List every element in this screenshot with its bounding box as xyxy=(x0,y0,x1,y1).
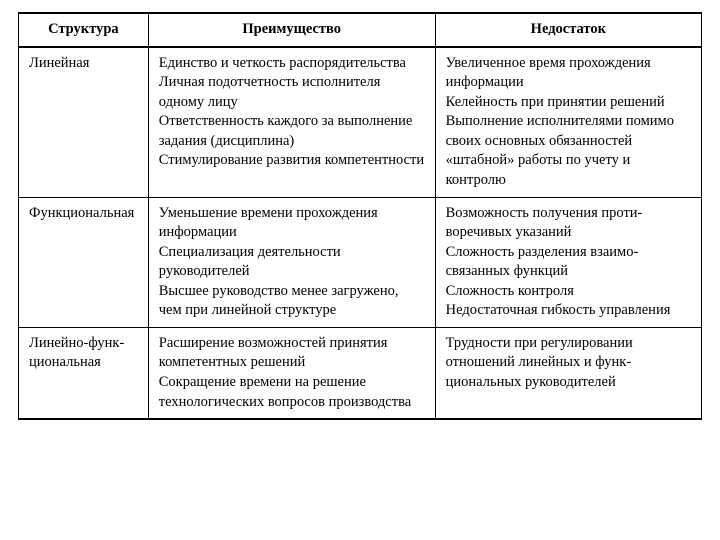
col-header-structure: Структура xyxy=(19,13,149,47)
cell-advantage: Расширение возможностей при­нятия компет… xyxy=(148,327,435,419)
cell-advantage: Уменьшение времени прохожде­ния информац… xyxy=(148,197,435,327)
cell-structure: Линейно-функ­циональная xyxy=(19,327,149,419)
table-row: Функциональ­ная Уменьшение времени прохо… xyxy=(19,197,702,327)
cell-disadvantage: Возможность получения проти­воречивых ук… xyxy=(435,197,701,327)
col-header-disadvantage: Недостаток xyxy=(435,13,701,47)
cell-advantage: Единство и четкость распоряди­тельства Л… xyxy=(148,47,435,197)
cell-structure: Функциональ­ная xyxy=(19,197,149,327)
cell-disadvantage: Трудности при регулировании отношений ли… xyxy=(435,327,701,419)
org-structure-comparison-table: Структура Преимущество Недостаток Линейн… xyxy=(18,12,702,420)
table-row: Линейно-функ­циональная Расширение возмо… xyxy=(19,327,702,419)
table-row: Линейная Единство и четкость распоряди­т… xyxy=(19,47,702,197)
table-header-row: Структура Преимущество Недостаток xyxy=(19,13,702,47)
col-header-advantage: Преимущество xyxy=(148,13,435,47)
cell-structure: Линейная xyxy=(19,47,149,197)
cell-disadvantage: Увеличенное время прохожде­ния информаци… xyxy=(435,47,701,197)
